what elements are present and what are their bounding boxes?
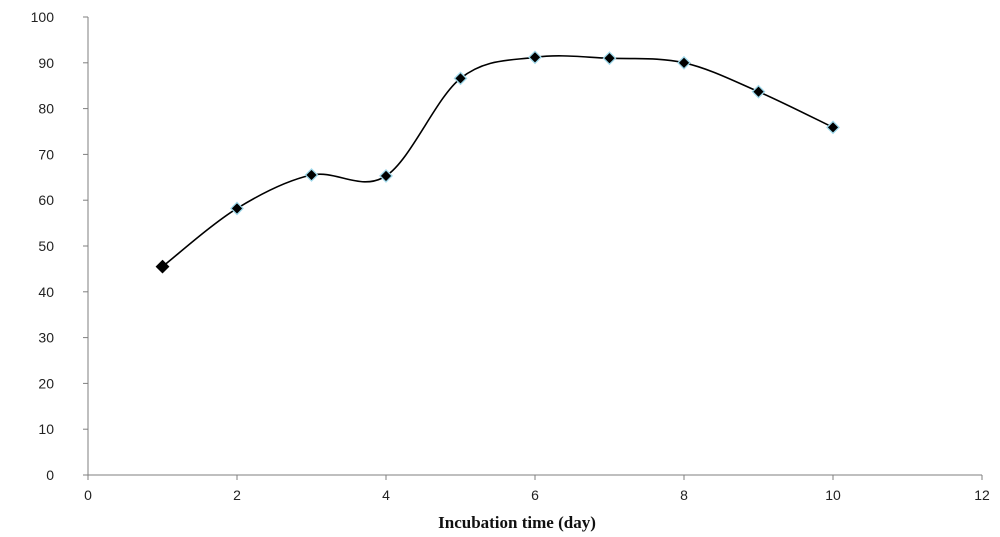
x-tick-label: 4: [382, 487, 390, 503]
chart-series: [155, 50, 840, 274]
y-tick-label: 100: [31, 9, 55, 25]
x-tick-label: 12: [974, 487, 990, 503]
x-tick-label: 8: [680, 487, 688, 503]
x-tick-label: 0: [84, 487, 92, 503]
x-axis-title: Incubation time (day): [438, 513, 596, 532]
data-point-marker: [155, 259, 170, 274]
y-tick-label: 90: [38, 55, 54, 71]
data-point-marker: [528, 50, 542, 65]
y-tick-label: 50: [38, 238, 54, 254]
chart-axes: [87, 17, 982, 476]
y-tick-label: 10: [38, 421, 54, 437]
data-point-marker: [602, 51, 617, 66]
y-tick-label: 60: [38, 192, 54, 208]
y-tick-label: 70: [38, 146, 54, 162]
series-line: [162, 55, 834, 268]
y-tick-label: 30: [38, 330, 54, 346]
data-point-marker: [304, 168, 319, 182]
data-point-marker: [826, 120, 840, 135]
y-tick-label: 40: [38, 284, 54, 300]
x-tick-label: 6: [531, 487, 539, 503]
y-tick-label: 80: [38, 101, 54, 117]
chart-ticks: 0 10 20 30 40 50 60 70 80 90 100 0 2 4 6 8 10 12: [31, 9, 990, 503]
data-point-marker: [751, 84, 766, 99]
data-point-marker: [379, 169, 393, 183]
y-tick-label: 0: [46, 467, 54, 483]
y-tick-label: 20: [38, 375, 54, 391]
x-tick-label: 2: [233, 487, 241, 503]
data-point-marker: [677, 55, 691, 70]
data-point-marker: [453, 71, 468, 86]
x-tick-label: 10: [825, 487, 841, 503]
data-point-marker: [230, 201, 244, 216]
